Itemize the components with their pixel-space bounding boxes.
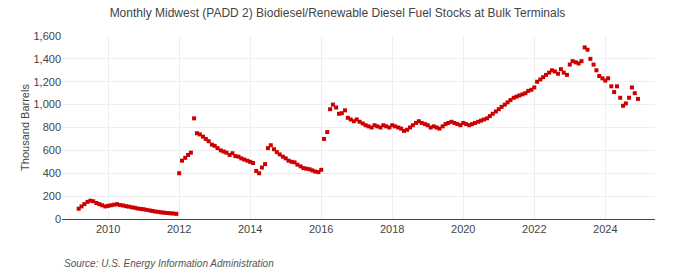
svg-text:1,000: 1,000 [33, 98, 61, 110]
svg-text:0: 0 [55, 213, 61, 225]
svg-text:2018: 2018 [380, 223, 404, 235]
svg-text:2024: 2024 [593, 223, 617, 235]
svg-text:2022: 2022 [522, 223, 546, 235]
svg-text:1,400: 1,400 [33, 53, 61, 65]
svg-text:1,200: 1,200 [33, 76, 61, 88]
svg-text:Monthly Midwest (PADD 2) Biodi: Monthly Midwest (PADD 2) Biodiesel/Renew… [110, 6, 566, 20]
svg-text:600: 600 [43, 144, 61, 156]
svg-text:2012: 2012 [167, 223, 191, 235]
svg-text:1,600: 1,600 [33, 30, 61, 42]
svg-text:400: 400 [43, 167, 61, 179]
svg-text:200: 200 [43, 190, 61, 202]
svg-text:Thousand Barrels: Thousand Barrels [19, 84, 31, 171]
svg-text:2014: 2014 [238, 223, 262, 235]
svg-text:2016: 2016 [309, 223, 333, 235]
svg-text:800: 800 [43, 121, 61, 133]
svg-text:Source: U.S. Energy Informatio: Source: U.S. Energy Information Administ… [64, 258, 274, 269]
svg-text:2020: 2020 [451, 223, 475, 235]
svg-text:2010: 2010 [96, 223, 120, 235]
